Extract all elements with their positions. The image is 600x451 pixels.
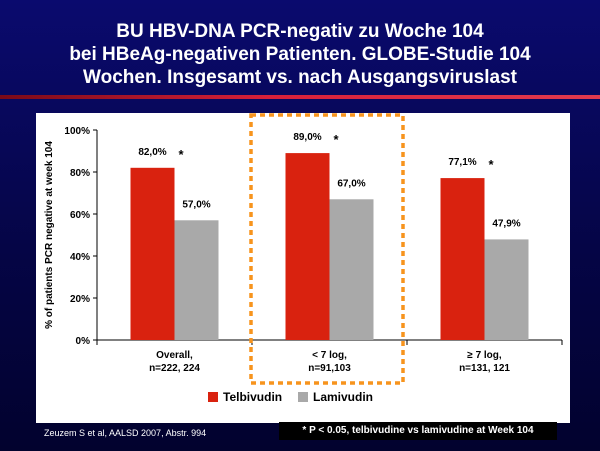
- significance-asterisk: *: [179, 147, 185, 162]
- bar-telbivudin: [285, 153, 330, 340]
- x-category-label: n=91,103: [308, 363, 351, 374]
- bar-lamivudin: [484, 239, 529, 340]
- bar-chart: 0% 20% 40% 60% 80% 100% % of patients PCR nega…: [44, 113, 563, 404]
- title-line-3: Wochen. Insgesamt vs. nach Ausgangsvirus…: [83, 67, 517, 88]
- significance-asterisk: *: [489, 157, 495, 172]
- y-axis-title: % of patients PCR negative at week 104: [44, 141, 55, 329]
- legend-label-telbivudin: Telbivudin: [223, 390, 282, 404]
- bar-value-label: 57,0%: [182, 199, 210, 210]
- bar-lamivudin: [329, 199, 374, 340]
- y-tick-label: 0%: [76, 336, 91, 347]
- chart-panel: 0% 20% 40% 60% 80% 100% % of patients PCR nega…: [36, 113, 570, 423]
- legend-label-lamivudin: Lamivudin: [313, 390, 373, 404]
- bar-lamivudin: [174, 220, 219, 340]
- title-line-2: bei HBeAg-negativen Patienten. GLOBE-Stu…: [69, 44, 531, 65]
- x-category-label: ≥ 7 log,: [467, 350, 502, 361]
- bar-value-label: 82,0%: [138, 147, 166, 158]
- citation: Zeuzem S et al, AALSD 2007, Abstr. 994: [44, 428, 207, 438]
- legend-swatch-lamivudin: [298, 392, 308, 402]
- y-tick-label: 20%: [70, 294, 90, 305]
- y-tick-label: 100%: [64, 126, 90, 137]
- title-divider: [0, 95, 600, 99]
- x-category-label: < 7 log,: [312, 350, 347, 361]
- x-category-label: n=222, 224: [149, 363, 200, 374]
- significance-asterisk: *: [334, 132, 340, 147]
- bar-telbivudin: [130, 167, 175, 340]
- y-tick-label: 40%: [70, 252, 90, 263]
- slide-title: BU HBV-DNA PCR-negativ zu Woche 104 bei …: [0, 20, 600, 89]
- highlight-box: [249, 113, 405, 385]
- title-line-1: BU HBV-DNA PCR-negativ zu Woche 104: [116, 21, 484, 42]
- significance-footnote: * P < 0.05, telbivudine vs lamivudine at…: [279, 422, 557, 440]
- bar-value-label: 77,1%: [448, 157, 476, 168]
- y-tick-label: 60%: [70, 210, 90, 221]
- bar-value-label: 47,9%: [492, 218, 520, 229]
- bar-value-label: 89,0%: [293, 132, 321, 143]
- legend-swatch-telbivudin: [208, 392, 218, 402]
- bar-telbivudin: [440, 178, 485, 340]
- x-category-label: n=131, 121: [459, 363, 510, 374]
- bar-value-label: 67,0%: [337, 178, 365, 189]
- x-category-label: Overall,: [156, 350, 193, 361]
- y-tick-label: 80%: [70, 168, 90, 179]
